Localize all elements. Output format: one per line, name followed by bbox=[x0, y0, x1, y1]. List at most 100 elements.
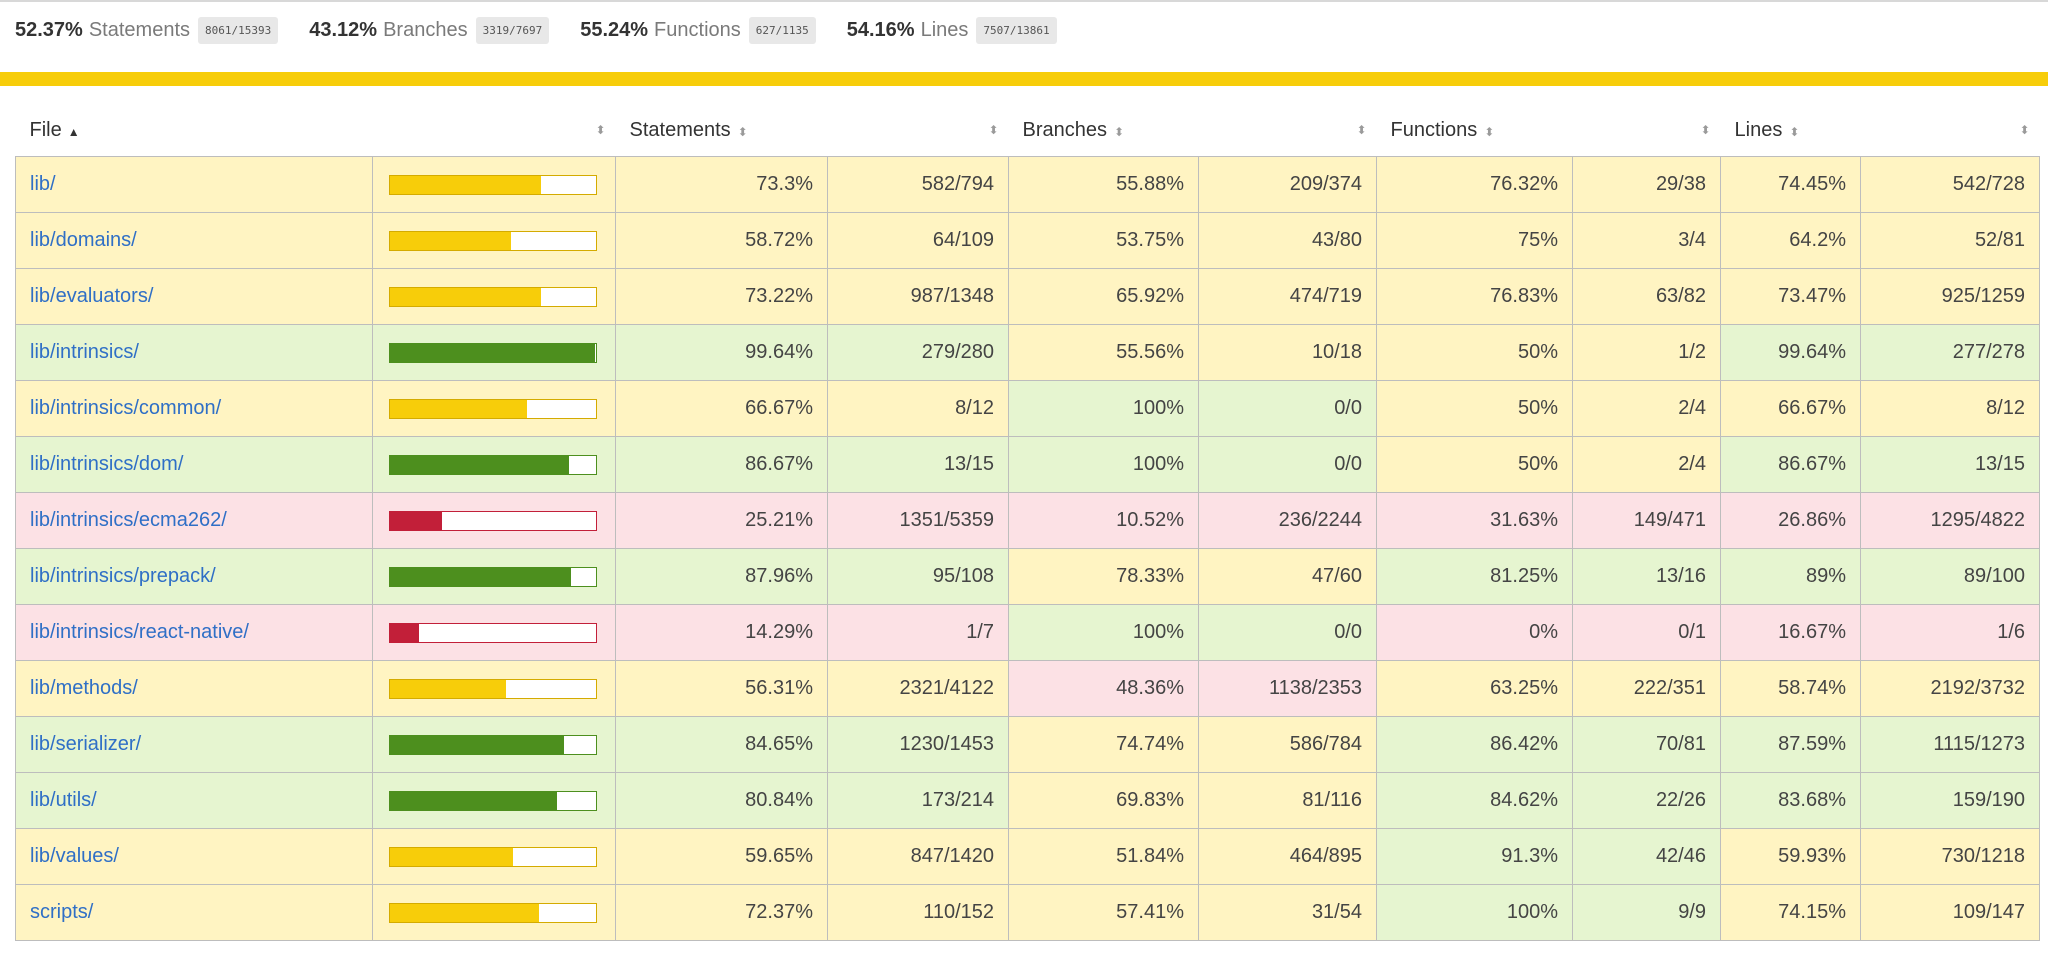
column-header-file[interactable]: File ▲ bbox=[16, 104, 373, 157]
coverage-bar-cell bbox=[372, 380, 616, 437]
summary-functions: 55.24% Functions 627/1135 bbox=[580, 16, 816, 44]
coverage-bar-cell bbox=[372, 212, 616, 269]
summary-branches-fraction: 3319/7697 bbox=[475, 16, 550, 44]
branches-fraction: 0/0 bbox=[1198, 436, 1377, 493]
column-header-branches-raw[interactable]: ⬍ bbox=[1199, 104, 1377, 157]
file-link[interactable]: lib/evaluators/ bbox=[30, 285, 154, 307]
statements-fraction: 2321/4122 bbox=[827, 660, 1009, 717]
functions-fraction: 63/82 bbox=[1572, 268, 1721, 325]
file-cell: lib/intrinsics/react-native/ bbox=[15, 604, 373, 661]
file-link[interactable]: lib/ bbox=[30, 173, 56, 195]
lines-fraction: 13/15 bbox=[1860, 436, 2040, 493]
statements-fraction: 173/214 bbox=[827, 772, 1009, 829]
coverage-bar-cell bbox=[372, 828, 616, 885]
branches-fraction: 0/0 bbox=[1198, 604, 1377, 661]
sort-icon: ⬍ bbox=[988, 123, 999, 137]
lines-pct: 74.45% bbox=[1720, 156, 1861, 213]
functions-fraction: 9/9 bbox=[1572, 884, 1721, 941]
file-link[interactable]: lib/methods/ bbox=[30, 677, 138, 699]
file-link[interactable]: lib/intrinsics/react-native/ bbox=[30, 621, 249, 643]
table-row: lib/73.3% 582/794 55.88% 209/374 76.32% 29/38… bbox=[15, 156, 2040, 213]
file-link[interactable]: lib/intrinsics/ bbox=[30, 341, 139, 363]
coverage-bar bbox=[389, 846, 597, 867]
coverage-bar-fill bbox=[390, 567, 572, 586]
lines-pct: 16.67% bbox=[1720, 604, 1861, 661]
column-header-branches[interactable]: Branches ⬍ bbox=[1009, 104, 1199, 157]
table-row: lib/methods/56.31% 2321/4122 48.36% 1138/23… bbox=[15, 660, 2040, 717]
functions-pct: 86.42% bbox=[1376, 716, 1573, 773]
functions-fraction: 70/81 bbox=[1572, 716, 1721, 773]
column-header-functions[interactable]: Functions ⬍ bbox=[1377, 104, 1573, 157]
statements-pct: 73.22% bbox=[615, 268, 828, 325]
file-link[interactable]: lib/intrinsics/dom/ bbox=[30, 453, 184, 475]
sort-icon: ⬍ bbox=[1484, 124, 1495, 139]
branches-fraction: 47/60 bbox=[1198, 548, 1377, 605]
functions-pct: 81.25% bbox=[1376, 548, 1573, 605]
column-header-statements[interactable]: Statements ⬍ bbox=[616, 104, 828, 157]
coverage-table-body: lib/73.3% 582/794 55.88% 209/374 76.32% 29/38… bbox=[15, 156, 2040, 941]
statements-pct: 72.37% bbox=[615, 884, 828, 941]
column-header-file-bar[interactable]: ⬍ bbox=[373, 104, 616, 157]
file-link[interactable]: lib/intrinsics/ecma262/ bbox=[30, 509, 227, 531]
file-link[interactable]: lib/values/ bbox=[30, 845, 119, 867]
lines-pct: 66.67% bbox=[1720, 380, 1861, 437]
file-cell: lib/intrinsics/ecma262/ bbox=[15, 492, 373, 549]
lines-header-label: Lines bbox=[1734, 118, 1783, 141]
statements-pct: 14.29% bbox=[615, 604, 828, 661]
coverage-bar-cell bbox=[372, 436, 616, 493]
file-link[interactable]: lib/intrinsics/prepack/ bbox=[30, 565, 216, 587]
file-cell: lib/utils/ bbox=[15, 772, 373, 829]
coverage-bar-fill bbox=[390, 343, 596, 362]
lines-fraction: 2192/3732 bbox=[1860, 660, 2040, 717]
file-link[interactable]: lib/serializer/ bbox=[30, 733, 142, 755]
column-header-functions-raw[interactable]: ⬍ bbox=[1573, 104, 1721, 157]
functions-fraction: 149/471 bbox=[1572, 492, 1721, 549]
table-row: lib/evaluators/73.22% 987/1348 65.92% 474/7… bbox=[15, 268, 2040, 325]
functions-pct: 0% bbox=[1376, 604, 1573, 661]
functions-pct: 63.25% bbox=[1376, 660, 1573, 717]
coverage-bar-fill bbox=[390, 903, 540, 922]
coverage-bar-cell bbox=[372, 156, 616, 213]
sort-icon: ⬍ bbox=[1114, 124, 1125, 139]
statements-fraction: 13/15 bbox=[827, 436, 1009, 493]
lines-pct: 87.59% bbox=[1720, 716, 1861, 773]
lines-fraction: 1115/1273 bbox=[1860, 716, 2040, 773]
coverage-bar-fill bbox=[390, 791, 557, 810]
lines-fraction: 8/12 bbox=[1860, 380, 2040, 437]
file-cell: scripts/ bbox=[15, 884, 373, 941]
branches-header-label: Branches bbox=[1022, 118, 1108, 141]
functions-fraction: 29/38 bbox=[1572, 156, 1721, 213]
file-link[interactable]: lib/domains/ bbox=[30, 229, 137, 251]
file-link[interactable]: lib/intrinsics/common/ bbox=[30, 397, 222, 419]
column-header-lines-raw[interactable]: ⬍ bbox=[1861, 104, 2040, 157]
sort-ascending-icon: ▲ bbox=[67, 124, 80, 139]
functions-fraction: 3/4 bbox=[1572, 212, 1721, 269]
statements-fraction: 1230/1453 bbox=[827, 716, 1009, 773]
statements-fraction: 582/794 bbox=[827, 156, 1009, 213]
file-cell: lib/intrinsics/prepack/ bbox=[15, 548, 373, 605]
lines-fraction: 925/1259 bbox=[1860, 268, 2040, 325]
sort-icon: ⬍ bbox=[1356, 123, 1367, 137]
statements-fraction: 847/1420 bbox=[827, 828, 1009, 885]
table-row: lib/values/59.65% 847/1420 51.84% 464/895 91… bbox=[15, 828, 2040, 885]
lines-pct: 86.67% bbox=[1720, 436, 1861, 493]
coverage-bar bbox=[389, 622, 597, 643]
table-row: lib/intrinsics/react-native/14.29% 1/7 100… bbox=[15, 604, 2040, 661]
table-row: lib/intrinsics/common/66.67% 8/12 100% 0/0 5… bbox=[15, 380, 2040, 437]
lines-fraction: 277/278 bbox=[1860, 324, 2040, 381]
file-link[interactable]: scripts/ bbox=[30, 901, 94, 923]
lines-pct: 83.68% bbox=[1720, 772, 1861, 829]
table-row: scripts/72.37% 110/152 57.41% 31/54 100% 9/9 7… bbox=[15, 884, 2040, 941]
functions-pct: 84.62% bbox=[1376, 772, 1573, 829]
coverage-bar-fill bbox=[390, 623, 420, 642]
sort-icon: ⬍ bbox=[1789, 124, 1800, 139]
coverage-bar bbox=[389, 790, 597, 811]
column-header-statements-raw[interactable]: ⬍ bbox=[828, 104, 1009, 157]
file-link[interactable]: lib/utils/ bbox=[30, 789, 97, 811]
table-row: lib/intrinsics/ecma262/25.21% 1351/5359 10… bbox=[15, 492, 2040, 549]
lines-pct: 73.47% bbox=[1720, 268, 1861, 325]
column-header-lines[interactable]: Lines ⬍ bbox=[1721, 104, 1861, 157]
functions-fraction: 22/26 bbox=[1572, 772, 1721, 829]
coverage-bar-cell bbox=[372, 492, 616, 549]
summary-lines: 54.16% Lines 7507/13861 bbox=[847, 16, 1057, 44]
